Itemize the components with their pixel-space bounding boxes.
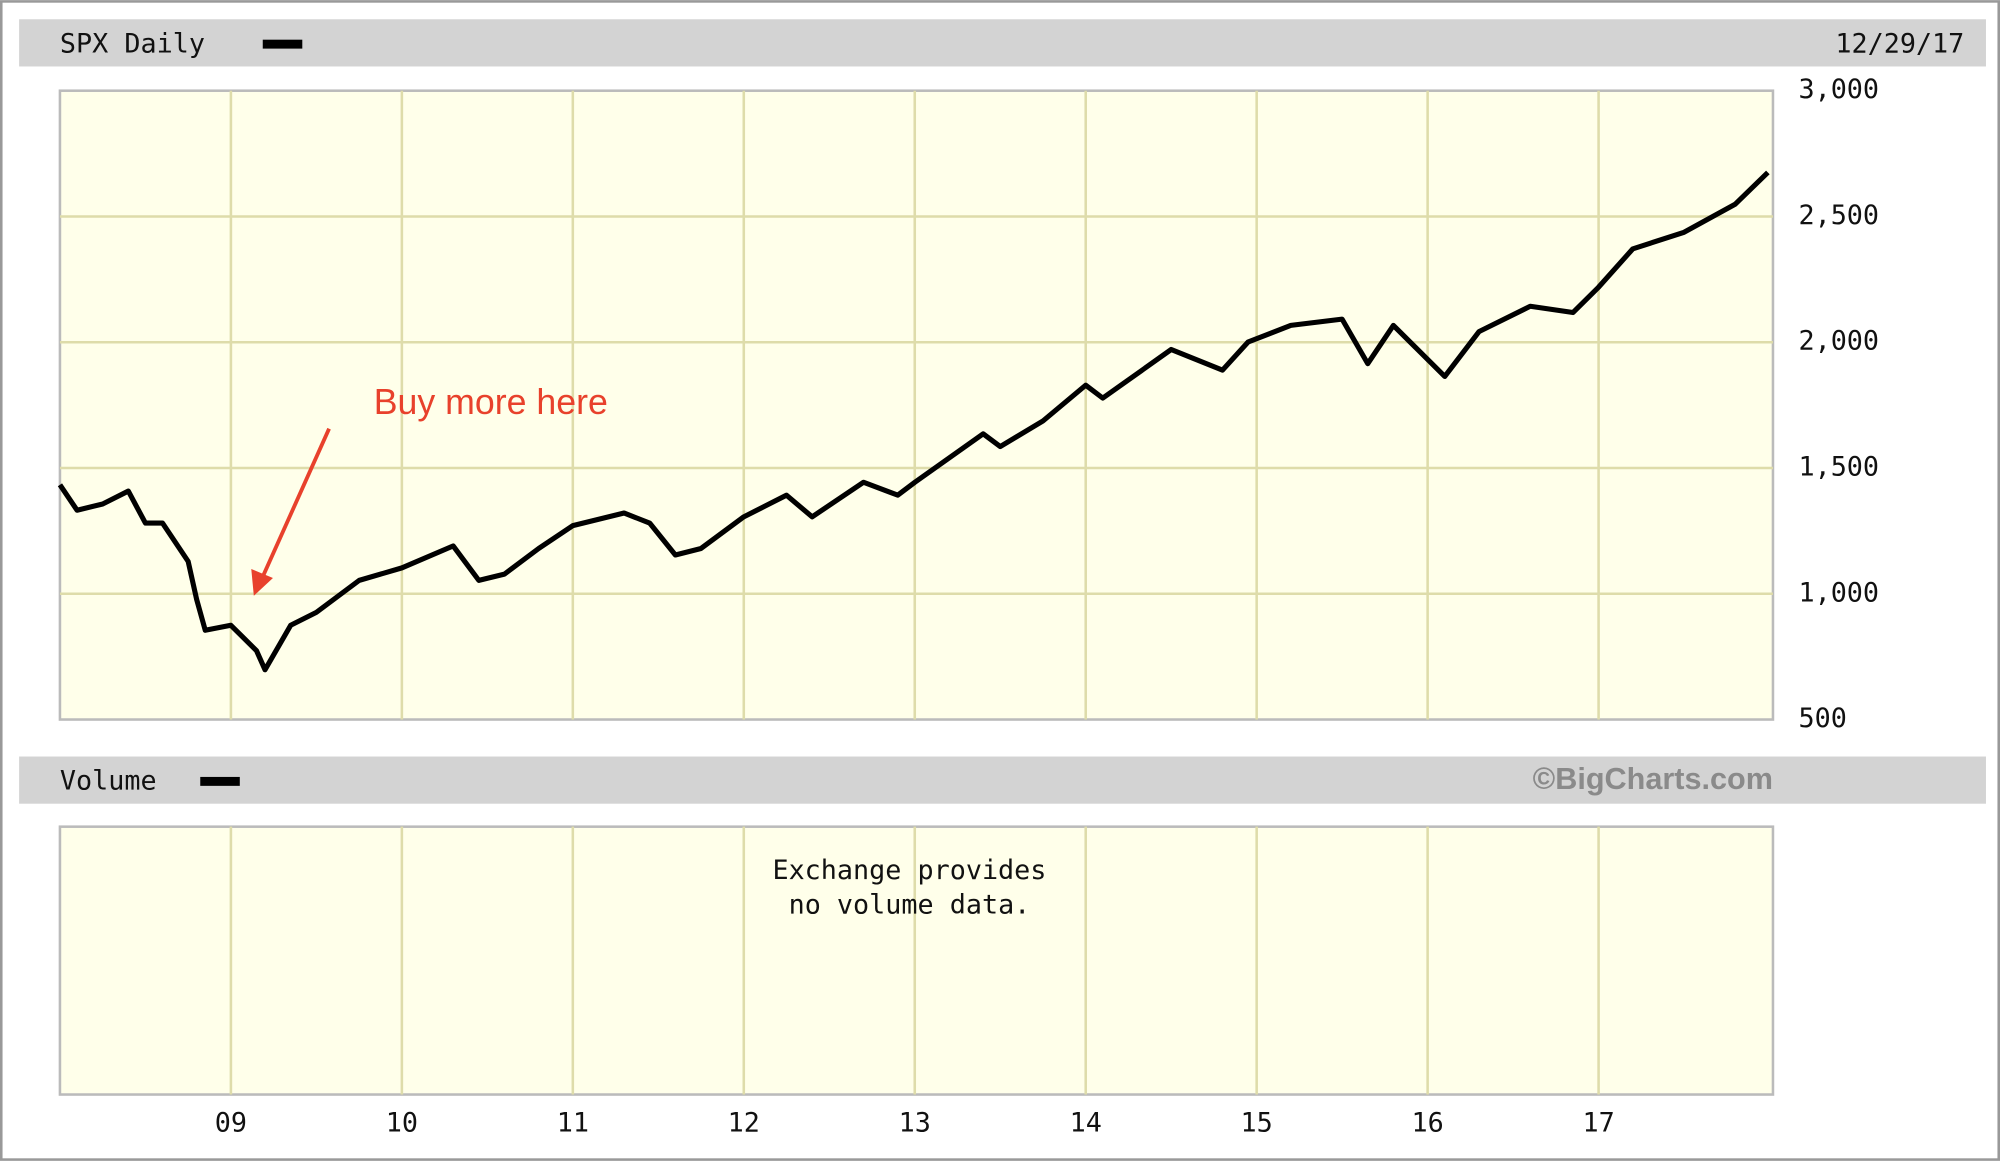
x-tick-label: 10 <box>386 1107 418 1138</box>
volume-note: Exchange provides <box>772 855 1046 886</box>
marks <box>57 170 1770 673</box>
legend-swatch <box>262 39 303 49</box>
y-tick-label: 2,000 <box>1798 326 1879 357</box>
x-tick-label: 17 <box>1582 1107 1614 1138</box>
x-tick-label: 15 <box>1241 1107 1273 1138</box>
price-header <box>19 19 1986 67</box>
x-tick-label: 13 <box>899 1107 931 1138</box>
annotation-arrowhead <box>251 569 273 596</box>
y-tick-label: 500 <box>1798 703 1846 734</box>
x-tick-label: 14 <box>1070 1107 1102 1138</box>
y-tick-label: 1,000 <box>1798 577 1879 608</box>
x-tick-label: 09 <box>215 1107 247 1138</box>
y-tick-label: 2,500 <box>1798 200 1879 231</box>
y-tick-label: 3,000 <box>1798 74 1879 105</box>
volume-header <box>19 756 1986 804</box>
volume-swatch <box>200 776 240 786</box>
volume-note: no volume data. <box>789 889 1031 920</box>
price-line <box>57 170 1770 673</box>
y-tick-label: 1,500 <box>1798 451 1879 482</box>
x-tick-label: 11 <box>557 1107 589 1138</box>
x-tick-label: 12 <box>728 1107 760 1138</box>
grid <box>59 90 1773 1095</box>
legend-label: SPX Daily <box>60 28 205 59</box>
volume-plot <box>58 825 1775 1096</box>
date-label: 12/29/17 <box>1835 28 1964 59</box>
x-tick-label: 16 <box>1412 1107 1444 1138</box>
volume-title: Volume <box>60 766 157 797</box>
annotation: Buy more here <box>374 382 608 422</box>
annotation-arrow <box>261 427 331 578</box>
credit: ©BigCharts.com <box>1533 762 1773 796</box>
price-plot <box>58 89 1775 721</box>
